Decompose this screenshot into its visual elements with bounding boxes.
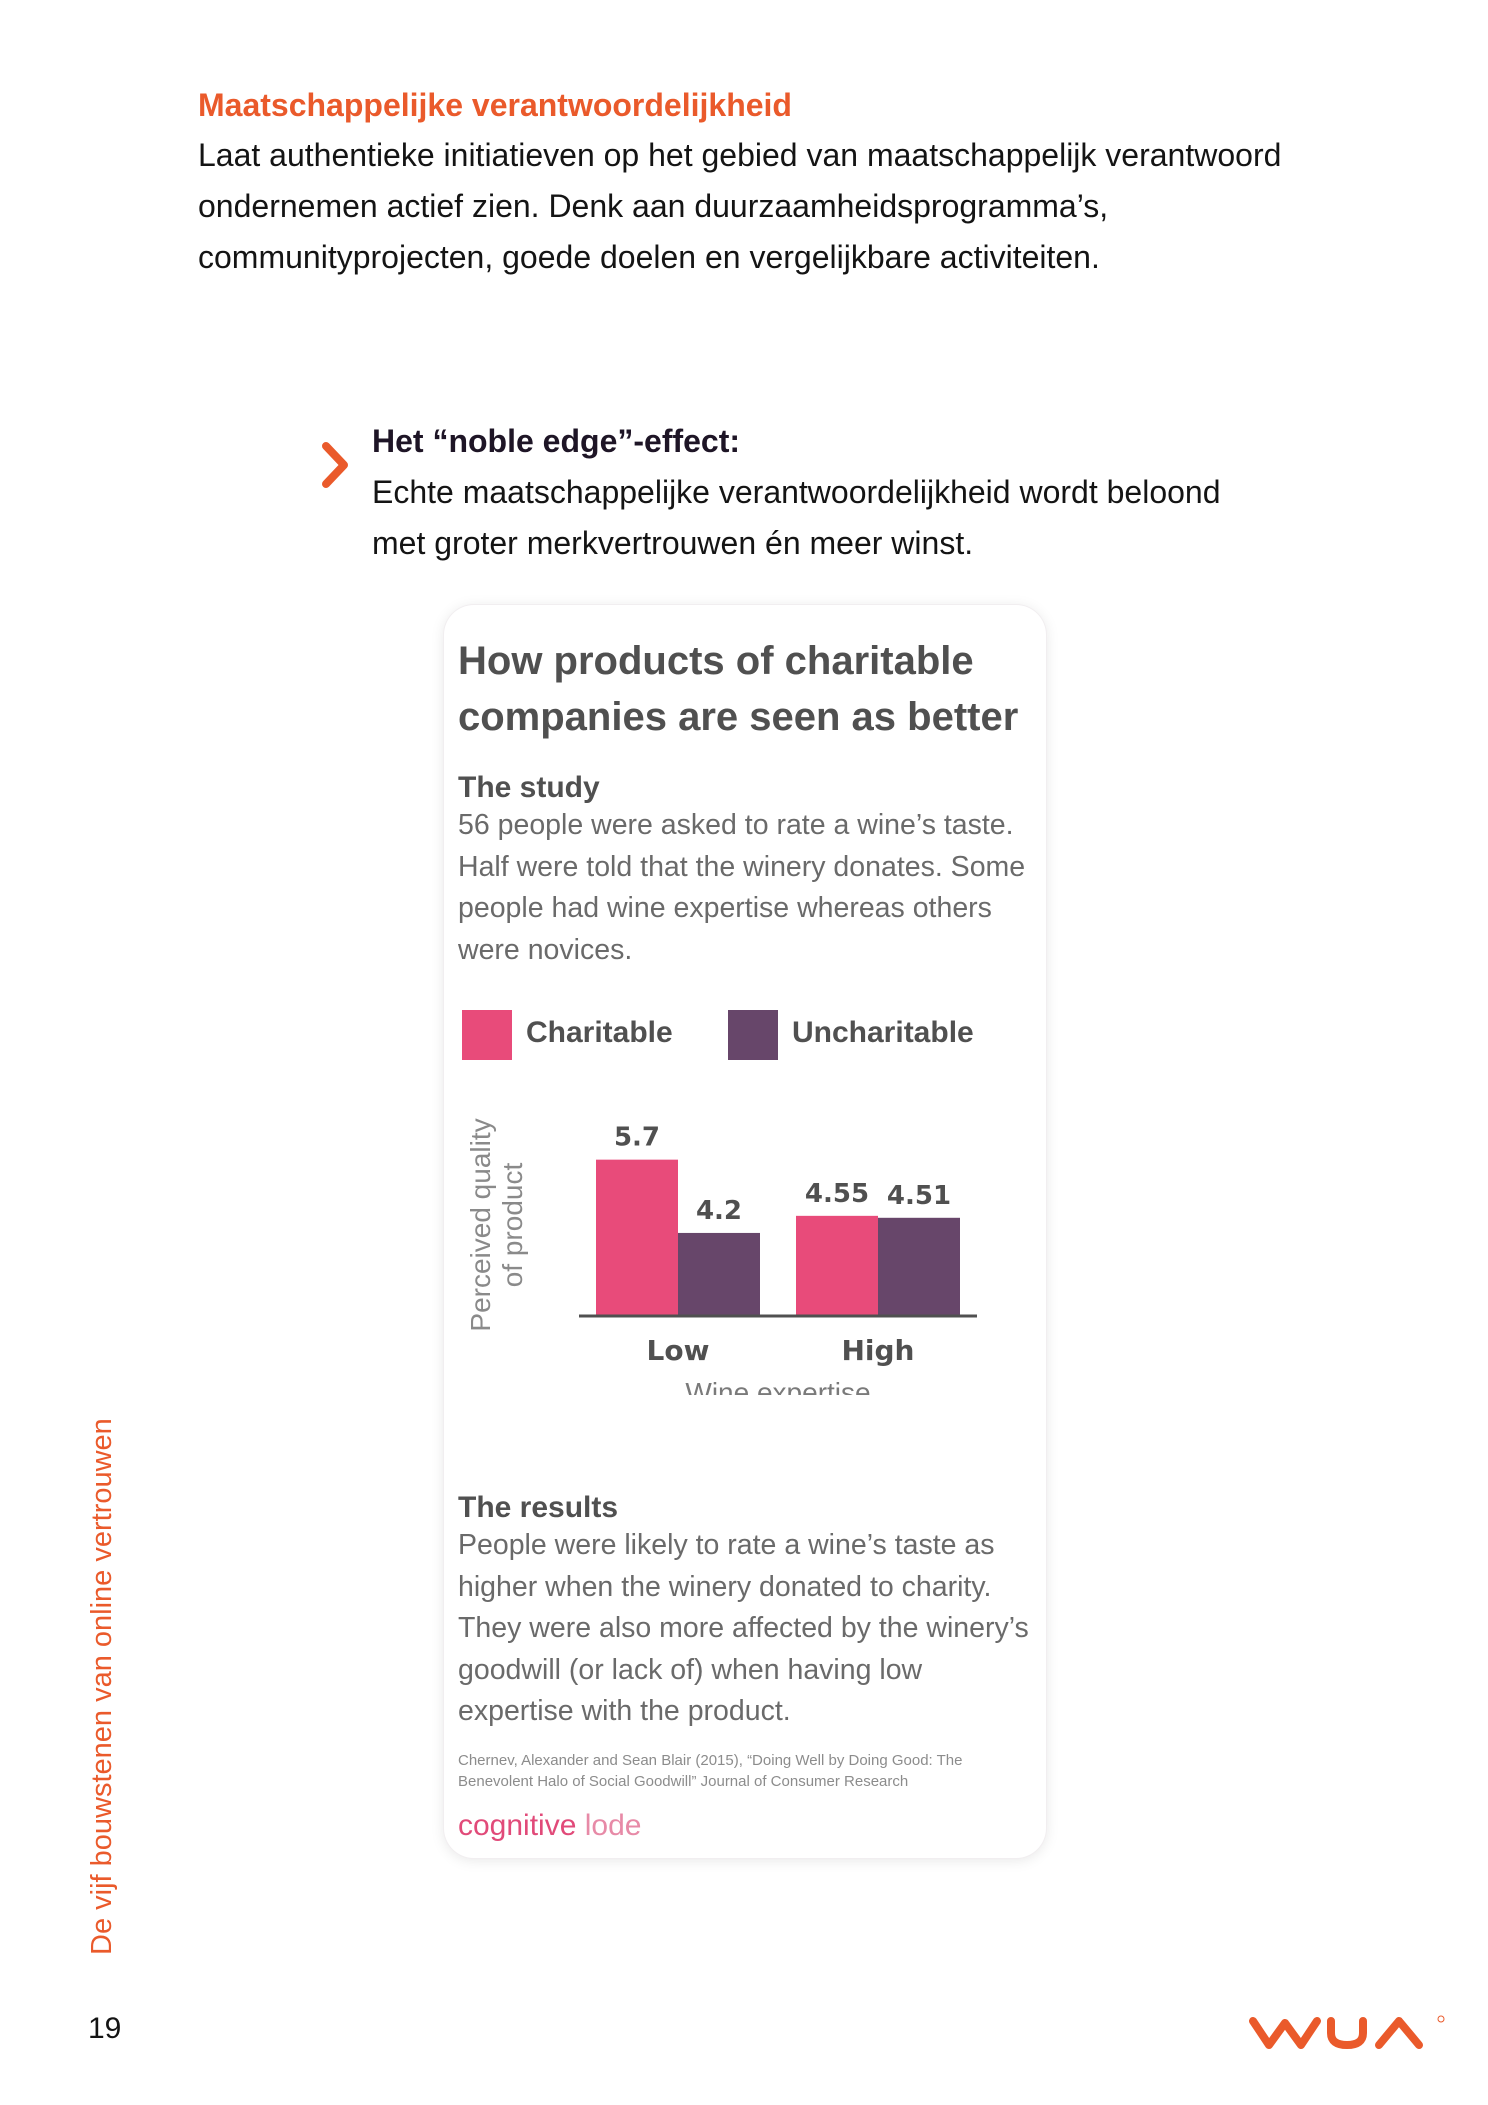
callout-title: Het “noble edge”-effect: xyxy=(372,423,741,459)
x-axis-label: Wine expertise xyxy=(685,1377,870,1395)
callout-body: Echte maatschappelijke verantwoordelijkh… xyxy=(372,474,1221,561)
section-heading: Maatschappelijke verantwoordelijkheid xyxy=(198,87,792,123)
legend-label-uncharitable: Uncharitable xyxy=(792,1016,974,1049)
page-number: 19 xyxy=(88,2012,122,2045)
brand-part1: cognitive xyxy=(458,1809,577,1842)
wua-logo xyxy=(1249,2015,1445,2049)
data-label-charitable-high: 4.55 xyxy=(805,1179,869,1209)
data-label-uncharitable-low: 4.2 xyxy=(696,1196,742,1226)
x-tick-label-high: High xyxy=(841,1334,914,1367)
legend-swatch-charitable xyxy=(462,1010,512,1060)
y-axis-label-line: of product xyxy=(497,1163,528,1288)
study-heading: The study xyxy=(458,771,600,804)
legend-swatch-uncharitable xyxy=(728,1010,778,1060)
section-body: Laat authentieke initiatieven op het geb… xyxy=(198,137,1282,275)
cognitive-lode-logo: cognitive lode xyxy=(458,1808,641,1844)
bar-charitable-high xyxy=(796,1215,878,1316)
results-text: People were likely to rate a wine’s tast… xyxy=(458,1529,1029,1727)
chevron-right-icon xyxy=(322,442,348,488)
side-label: De vijf bouwstenen van online vertrouwen xyxy=(86,1418,118,1955)
data-label-charitable-low: 5.7 xyxy=(614,1123,660,1153)
y-axis-label-line: Perceived quality xyxy=(465,1118,496,1331)
study-text: 56 people were asked to rate a wine’s ta… xyxy=(458,809,1026,966)
infographic-title: How products of charitable companies are… xyxy=(458,639,1019,739)
bar-charitable-low xyxy=(596,1159,678,1316)
infographic-card: How products of charitable companies are… xyxy=(444,605,1046,1858)
bar-uncharitable-high xyxy=(878,1217,960,1316)
bar-uncharitable-low xyxy=(678,1232,760,1316)
bar-chart: 5.7 4.2 Low 4.55 4.51 High Wine expertise Perce… xyxy=(465,1118,977,1395)
y-axis-label: Perceived qualityof product xyxy=(465,1118,528,1331)
brand-part2: lode xyxy=(584,1809,642,1842)
x-tick-label-low: Low xyxy=(647,1334,710,1367)
legend-label-charitable: Charitable xyxy=(526,1016,673,1049)
data-label-uncharitable-high: 4.51 xyxy=(887,1181,951,1211)
results-heading: The results xyxy=(458,1491,619,1524)
citation: Chernev, Alexander and Sean Blair (2015)… xyxy=(458,1752,963,1790)
